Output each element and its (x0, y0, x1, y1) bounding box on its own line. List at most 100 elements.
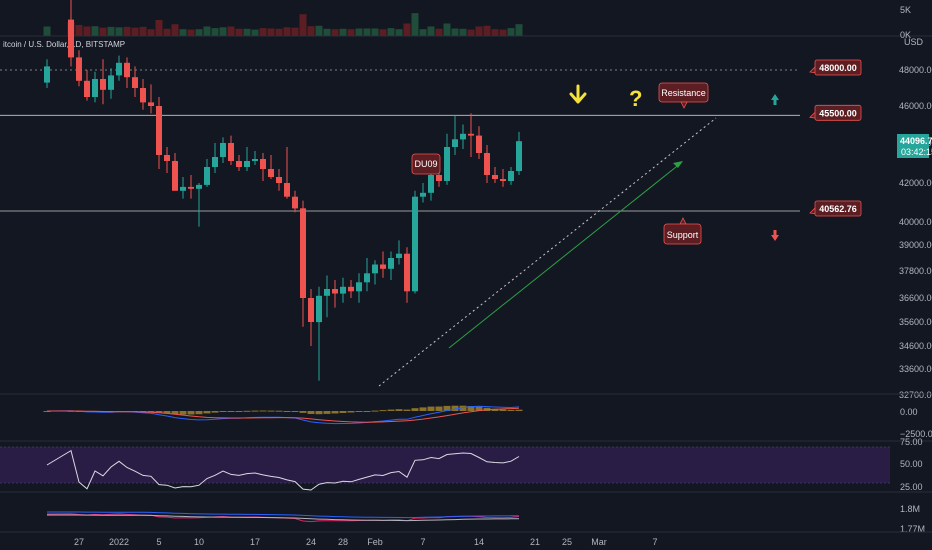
macd-hist-51 (467, 406, 475, 411)
dotted-trendline[interactable] (378, 117, 717, 387)
volume-bar-49 (451, 28, 459, 36)
macd-hist-34 (331, 411, 339, 414)
candle-8 (124, 57, 130, 88)
volume-bar-27 (275, 28, 283, 36)
down-arrow-icon[interactable] (569, 84, 587, 104)
volume-bar-22 (235, 28, 243, 36)
candle-25 (260, 153, 266, 181)
candle-49 (452, 115, 458, 155)
volume-bar-18 (203, 26, 211, 36)
candle-50 (460, 124, 466, 149)
volume-bar-21 (227, 26, 235, 36)
macd-tick-0: 0.00 (900, 407, 918, 417)
macd-hist-35 (339, 411, 347, 413)
macd-hist-11 (147, 411, 155, 412)
candle-18 (204, 159, 210, 187)
candle-4 (92, 71, 98, 103)
macd-hist-41 (387, 409, 395, 411)
volume-bar-55 (499, 29, 507, 36)
last-price-tag: 44096.76 03:42:15 (897, 134, 932, 158)
volume-bar-11 (147, 29, 155, 36)
candle-22 (236, 155, 242, 171)
time-tick-1: 2022 (109, 537, 129, 547)
volume-bar-45 (419, 29, 427, 36)
macd-hist-32 (315, 411, 323, 415)
volume-bar-15 (179, 29, 187, 36)
rsi-tick-50: 50.00 (900, 459, 923, 469)
resistance-callout[interactable]: Resistance (658, 82, 709, 109)
time-tick-9: 14 (474, 537, 484, 547)
rsi-tick-25: 25.00 (900, 482, 923, 492)
volume-bar-34 (331, 29, 339, 36)
time-tick-8: 7 (420, 537, 425, 547)
horizontal-levels[interactable]: 48000.00 45500.00 40562.76 (0, 59, 862, 217)
macd-hist-17 (195, 411, 203, 415)
level-tag-45500[interactable]: 45500.00 (809, 104, 862, 121)
arrow-down-icon (771, 230, 779, 241)
candle-28 (284, 147, 290, 199)
volume-bar-25 (259, 28, 267, 36)
volume-bar-5 (99, 27, 107, 36)
candle-54 (492, 167, 498, 183)
candle-11 (148, 84, 154, 114)
level-tag-40562[interactable]: 40562.76 (809, 200, 862, 217)
volume-axis-top: 5K (900, 5, 911, 15)
volume-bar-9 (131, 27, 139, 36)
volume-bar-56 (507, 28, 515, 36)
volume-bar-4 (91, 26, 99, 36)
volume-bar-40 (379, 29, 387, 36)
macd-hist-22 (235, 411, 243, 412)
obv-ma-line (47, 511, 520, 519)
candle-15 (180, 177, 186, 199)
trend-arrow[interactable] (448, 161, 683, 349)
macd-hist-28 (283, 411, 291, 412)
candle-40 (380, 251, 386, 278)
obv-signal-line (47, 514, 520, 522)
candlestick-series (44, 0, 522, 381)
time-tick-10: 21 (530, 537, 540, 547)
rsi-tick-75: 75.00 (900, 437, 923, 447)
question-mark[interactable]: ? (629, 86, 642, 111)
candle-3 (84, 70, 90, 101)
volume-bar-32 (315, 25, 323, 36)
volume-bar-19 (211, 28, 219, 36)
macd-hist-38 (363, 411, 371, 412)
macd-hist-37 (355, 411, 363, 412)
candle-17 (196, 183, 202, 227)
volume-bar-39 (371, 28, 379, 36)
candle-23 (244, 147, 250, 171)
candle-42 (396, 240, 402, 265)
candle-56 (508, 167, 514, 185)
level-tag-48000[interactable]: 48000.00 (809, 59, 862, 76)
volume-bar-0 (43, 26, 51, 36)
candle-13 (164, 147, 170, 173)
macd-hist-14 (171, 411, 179, 415)
candle-6 (108, 68, 114, 99)
candle-19 (212, 143, 218, 173)
candle-27 (276, 169, 282, 191)
price-tick-10: 33600.00 (899, 364, 932, 374)
resistance-label: Resistance (661, 88, 706, 98)
volume-axis-bottom: 0K (900, 30, 911, 40)
candle-12 (156, 97, 162, 169)
volume-bar-10 (139, 26, 147, 36)
support-callout[interactable]: Support (663, 217, 702, 245)
author-callout[interactable]: DU09 (411, 153, 441, 175)
macd-hist-33 (323, 411, 331, 414)
macd-hist-16 (187, 411, 195, 415)
macd-hist-21 (227, 411, 235, 412)
candle-51 (468, 113, 474, 157)
macd-hist-25 (259, 410, 267, 412)
volume-bar-54 (491, 29, 499, 36)
price-tick-3: 42000.00 (899, 178, 932, 188)
macd-hist-26 (267, 410, 275, 412)
macd-indicator (43, 405, 523, 425)
price-tick-0: 48000.00 (899, 65, 932, 75)
candle-36 (348, 280, 354, 298)
candle-10 (140, 79, 146, 110)
volume-bar-7 (115, 27, 123, 36)
volume-bar-38 (363, 28, 371, 36)
macd-hist-48 (443, 405, 451, 411)
candle-34 (332, 280, 338, 308)
candle-1 (68, 0, 74, 67)
